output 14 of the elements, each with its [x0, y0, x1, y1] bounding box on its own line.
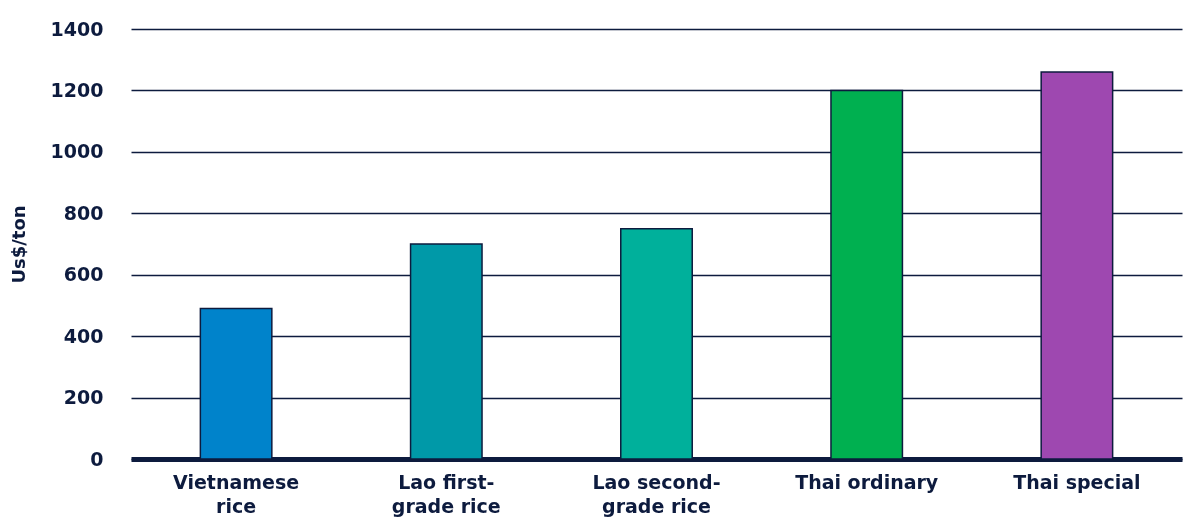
x-tick-label: Lao second-grade rice: [592, 470, 721, 517]
y-tick-label: 200: [63, 386, 104, 409]
y-tick-label: 1000: [50, 140, 104, 163]
y-tick-label: 400: [63, 324, 104, 347]
x-tick-label: Vietnamese rice: [173, 470, 300, 517]
y-axis-title: Us$/ton: [7, 205, 29, 284]
x-tick-label: Thai special: [1013, 470, 1141, 493]
y-tick-label: 800: [63, 201, 104, 224]
x-tick-label: Lao first-grade rice: [391, 470, 501, 517]
y-tick-label: 1400: [50, 17, 104, 40]
y-tick-label: 600: [63, 263, 104, 286]
y-tick-label: 0: [90, 447, 104, 470]
y-tick-label: 1200: [50, 78, 104, 101]
x-tick-label: Thai ordinary: [795, 470, 939, 493]
